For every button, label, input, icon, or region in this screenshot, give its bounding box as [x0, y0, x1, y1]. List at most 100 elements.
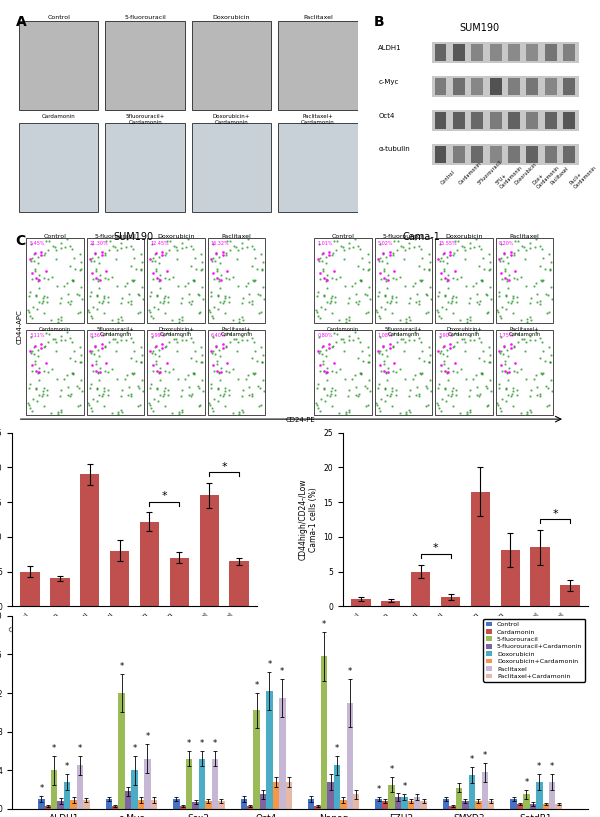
Point [219, 295, 229, 308]
Point [224, 383, 233, 396]
Point [502, 395, 511, 408]
Point [47, 363, 56, 376]
Point [462, 313, 472, 326]
Point [72, 380, 82, 393]
Point [436, 330, 445, 343]
Point [364, 356, 373, 369]
Point [43, 243, 53, 257]
Point [53, 408, 62, 421]
Point [88, 311, 97, 324]
Point [61, 333, 70, 346]
Text: *: * [322, 620, 326, 629]
Point [224, 296, 233, 309]
Point [462, 408, 472, 421]
Point [163, 383, 173, 396]
Text: 1.08%: 1.08% [378, 333, 393, 338]
Point [194, 288, 204, 301]
Point [416, 366, 425, 379]
Point [414, 297, 424, 310]
Point [187, 259, 196, 272]
Point [50, 240, 60, 253]
FancyBboxPatch shape [545, 112, 557, 129]
Point [214, 343, 224, 356]
Point [72, 288, 82, 301]
Point [124, 296, 133, 309]
Point [226, 234, 235, 248]
Point [105, 328, 115, 341]
Point [426, 292, 436, 306]
Point [319, 355, 328, 368]
Point [126, 352, 136, 365]
Point [472, 381, 482, 394]
Point [31, 288, 41, 301]
Point [208, 266, 218, 279]
Point [154, 367, 163, 380]
Point [120, 279, 130, 292]
Point [545, 356, 554, 369]
Point [198, 385, 208, 398]
Point [400, 345, 409, 358]
Point [422, 306, 431, 319]
Point [94, 349, 104, 362]
Point [146, 382, 155, 395]
Point [508, 400, 518, 413]
Point [146, 345, 155, 358]
Point [94, 374, 104, 387]
Point [448, 400, 457, 413]
Point [93, 251, 103, 264]
Point [34, 374, 43, 387]
Point [373, 289, 383, 302]
Point [87, 330, 97, 343]
Point [158, 342, 167, 355]
Point [546, 373, 556, 386]
Point [43, 290, 52, 303]
Point [514, 328, 523, 341]
Point [27, 344, 37, 357]
Point [218, 245, 227, 258]
Point [206, 377, 216, 391]
Point [546, 348, 556, 361]
Point [221, 341, 230, 354]
Point [434, 377, 444, 391]
Point [350, 368, 359, 382]
Point [247, 259, 256, 272]
Text: *: * [213, 739, 217, 748]
Point [235, 408, 244, 421]
Point [327, 306, 337, 319]
Point [423, 398, 433, 411]
Point [225, 243, 235, 257]
Point [31, 355, 40, 368]
Point [161, 247, 170, 260]
Point [364, 348, 374, 361]
Point [496, 266, 506, 279]
Point [194, 399, 203, 412]
Point [221, 364, 230, 377]
Point [447, 387, 457, 400]
Text: 5-fluorouracil: 5-fluorouracil [383, 234, 425, 239]
Point [161, 364, 170, 377]
Point [314, 330, 324, 343]
Point [471, 325, 481, 338]
Point [258, 280, 268, 293]
Point [27, 359, 37, 372]
Point [128, 335, 137, 348]
Point [375, 330, 385, 343]
Point [146, 252, 155, 266]
Point [529, 279, 538, 292]
Point [542, 288, 551, 301]
Point [214, 367, 224, 380]
Point [31, 265, 40, 278]
Text: *: * [39, 784, 44, 793]
Point [538, 274, 548, 287]
Point [317, 254, 327, 267]
Point [328, 364, 337, 377]
Point [400, 252, 409, 266]
Point [484, 356, 494, 369]
Point [40, 247, 50, 260]
Point [92, 381, 101, 394]
Point [322, 281, 331, 294]
Point [147, 347, 157, 360]
Point [371, 396, 381, 409]
Point [374, 377, 383, 391]
Point [221, 272, 230, 285]
